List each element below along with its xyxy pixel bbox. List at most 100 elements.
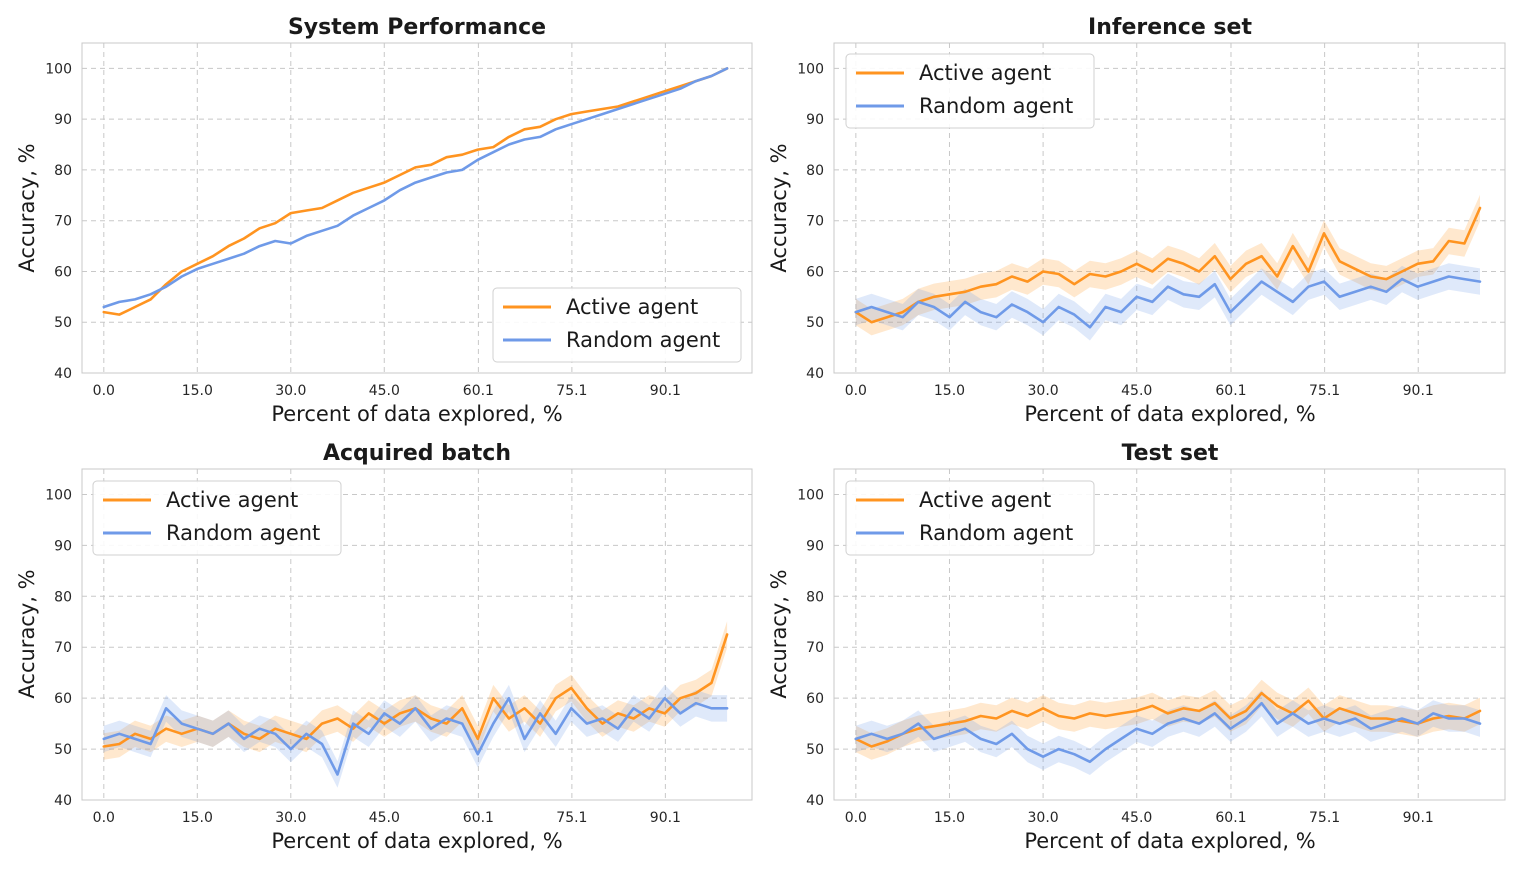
y-axis-label: Accuracy, % — [15, 569, 39, 698]
grid — [834, 469, 1505, 801]
x-tick-label: 15.0 — [934, 383, 965, 399]
y-tick-label: 70 — [54, 214, 72, 230]
y-tick-label: 80 — [54, 163, 72, 179]
y-tick-label: 60 — [54, 691, 72, 707]
x-tick-label: 30.0 — [1028, 383, 1059, 399]
series-lines — [102, 633, 729, 776]
x-tick-label: 45.0 — [369, 810, 400, 826]
y-tick-label: 40 — [54, 793, 72, 809]
legend: Active agent Random agent — [845, 480, 1095, 556]
series-line-active — [102, 67, 729, 316]
y-tick-labels: 40 50 60 70 80 90 100 — [797, 61, 824, 382]
legend: Active agent Random agent — [492, 287, 742, 363]
x-tick-label: 60.1 — [463, 810, 494, 826]
x-tick-label: 45.0 — [369, 383, 400, 399]
y-tick-label: 60 — [54, 264, 72, 280]
chart-acquired-batch: 0.0 15.0 30.0 45.0 60.1 75.1 90.1 40 50 60 70 80 90… — [15, 441, 753, 853]
y-axis-label: Accuracy, % — [767, 143, 791, 272]
x-tick-label: 15.0 — [182, 383, 213, 399]
y-tick-label: 90 — [54, 538, 72, 554]
y-tick-label: 70 — [54, 640, 72, 656]
legend-box — [92, 480, 342, 556]
band-active — [855, 194, 1480, 336]
legend-label-active: Active agent — [919, 488, 1051, 512]
x-tick-label: 0.0 — [845, 810, 867, 826]
band-random — [855, 690, 1480, 775]
x-tick-labels: 0.0 15.0 30.0 45.0 60.1 75.1 90.1 — [93, 383, 681, 399]
legend: Active agent Random agent — [92, 480, 342, 556]
x-tick-label: 90.1 — [1403, 383, 1434, 399]
legend-box — [492, 287, 742, 363]
y-tick-label: 50 — [806, 315, 824, 331]
x-tick-label: 30.0 — [275, 383, 306, 399]
legend: Active agent Random agent — [845, 53, 1095, 129]
y-tick-label: 60 — [806, 264, 824, 280]
y-tick-label: 90 — [54, 112, 72, 128]
x-tick-label: 45.0 — [1121, 383, 1152, 399]
legend-box — [845, 53, 1095, 129]
y-tick-label: 50 — [54, 742, 72, 758]
y-tick-label: 40 — [806, 793, 824, 809]
chart-title: System Performance — [288, 15, 546, 40]
legend-label-active: Active agent — [166, 488, 298, 512]
y-tick-label: 60 — [806, 691, 824, 707]
chart-system-performance: 0.0 15.0 30.0 45.0 60.1 75.1 90.1 40 50 60 70 80 90… — [15, 15, 753, 426]
legend-label-active: Active agent — [566, 295, 698, 319]
legend-label-active: Active agent — [919, 61, 1051, 85]
x-tick-label: 0.0 — [93, 810, 115, 826]
legend-label-random: Random agent — [919, 521, 1073, 545]
x-tick-label: 30.0 — [275, 810, 306, 826]
x-tick-label: 30.0 — [1028, 810, 1059, 826]
confidence-bands — [855, 679, 1480, 775]
y-tick-label: 100 — [45, 487, 72, 503]
legend-label-random: Random agent — [919, 94, 1073, 118]
chart-title: Inference set — [1088, 15, 1252, 40]
legend-label-random: Random agent — [166, 521, 320, 545]
chart-title: Acquired batch — [323, 441, 511, 466]
x-tick-label: 75.1 — [1309, 383, 1340, 399]
x-tick-labels: 0.0 15.0 30.0 45.0 60.1 75.1 90.1 — [93, 810, 681, 826]
x-tick-label: 15.0 — [934, 810, 965, 826]
y-tick-label: 80 — [806, 163, 824, 179]
x-tick-label: 45.0 — [1121, 810, 1152, 826]
y-tick-label: 100 — [45, 61, 72, 77]
series-lines — [102, 67, 729, 316]
series-line-random — [102, 696, 729, 776]
y-tick-label: 100 — [797, 487, 824, 503]
chart-inference-set: 0.0 15.0 30.0 45.0 60.1 75.1 90.1 40 50 60 70 80 90… — [767, 15, 1506, 426]
y-axis-label: Accuracy, % — [15, 143, 39, 272]
x-tick-labels: 0.0 15.0 30.0 45.0 60.1 75.1 90.1 — [845, 383, 1434, 399]
y-tick-label: 100 — [797, 61, 824, 77]
chart-title: Test set — [1122, 441, 1219, 466]
y-tick-label: 40 — [54, 366, 72, 382]
y-axis-label: Accuracy, % — [767, 569, 791, 698]
x-axis-label: Percent of data explored, % — [1024, 829, 1315, 853]
x-tick-label: 75.1 — [556, 810, 587, 826]
x-tick-label: 60.1 — [1215, 810, 1246, 826]
y-tick-label: 90 — [806, 112, 824, 128]
x-axis-label: Percent of data explored, % — [271, 402, 562, 426]
y-tick-labels: 40 50 60 70 80 90 100 — [45, 61, 72, 382]
x-tick-label: 75.1 — [1309, 810, 1340, 826]
x-tick-label: 90.1 — [650, 810, 681, 826]
y-tick-label: 70 — [806, 640, 824, 656]
y-tick-labels: 40 50 60 70 80 90 100 — [797, 487, 824, 809]
x-tick-label: 60.1 — [463, 383, 494, 399]
x-tick-label: 90.1 — [1403, 810, 1434, 826]
y-tick-label: 40 — [806, 366, 824, 382]
series-lines — [854, 691, 1482, 764]
y-tick-label: 90 — [806, 538, 824, 554]
y-tick-label: 50 — [806, 742, 824, 758]
chart-test-set: 0.0 15.0 30.0 45.0 60.1 75.1 90.1 40 50 60 70 80 90… — [767, 441, 1506, 853]
x-tick-labels: 0.0 15.0 30.0 45.0 60.1 75.1 90.1 — [845, 810, 1434, 826]
x-tick-label: 60.1 — [1215, 383, 1246, 399]
y-tick-label: 80 — [806, 589, 824, 605]
series-line-active — [854, 691, 1482, 748]
series-line-random — [854, 701, 1482, 764]
x-axis-label: Percent of data explored, % — [271, 829, 562, 853]
x-tick-label: 90.1 — [650, 383, 681, 399]
series-line-random — [102, 67, 729, 309]
x-tick-label: 0.0 — [93, 383, 115, 399]
x-tick-label: 0.0 — [845, 383, 867, 399]
